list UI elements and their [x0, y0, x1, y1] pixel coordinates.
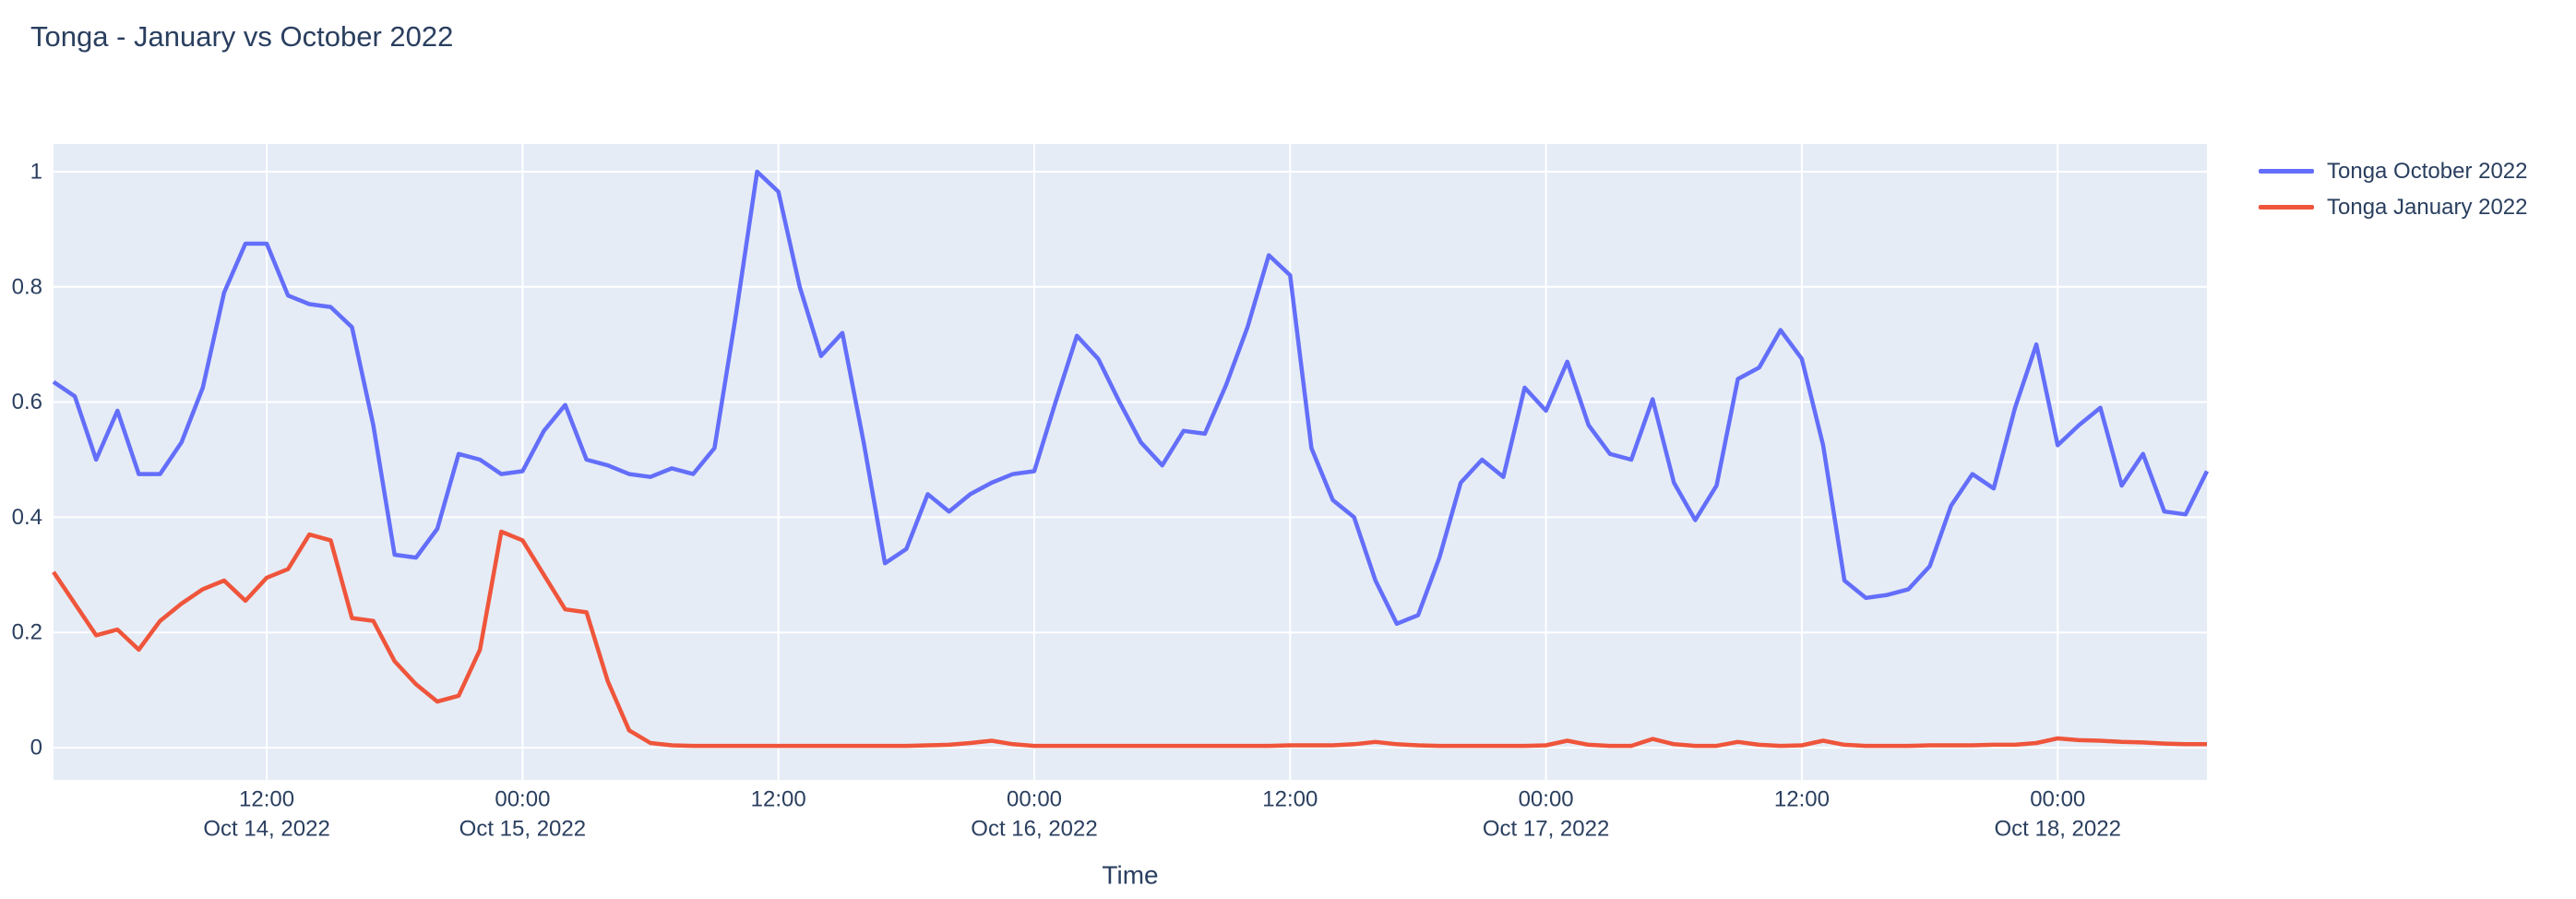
x-tick-time-label: 00:00 — [495, 787, 550, 812]
legend-line-swatch-october-icon — [2259, 169, 2314, 174]
x-tick-date-label: Oct 16, 2022 — [971, 817, 1097, 842]
y-tick-label: 1 — [30, 160, 42, 185]
x-tick-date-label: Oct 15, 2022 — [459, 817, 586, 842]
legend-item-tonga-january-2022[interactable]: Tonga January 2022 — [2259, 189, 2528, 225]
legend-label-october: Tonga October 2022 — [2327, 158, 2528, 184]
x-tick-date-label: Oct 14, 2022 — [203, 817, 329, 842]
x-tick-date-label: Oct 18, 2022 — [1995, 817, 2121, 842]
x-tick-time-label: 12:00 — [1262, 787, 1318, 812]
series-line-tonga-october-2022[interactable] — [52, 169, 2210, 627]
x-tick-time-label: 00:00 — [2030, 787, 2085, 812]
y-tick-label: 0.6 — [12, 390, 42, 414]
legend-item-tonga-october-2022[interactable]: Tonga October 2022 — [2259, 153, 2528, 189]
y-tick-label: 0 — [30, 736, 42, 761]
x-tick-time-label: 12:00 — [1774, 787, 1830, 812]
legend-label-january: Tonga January 2022 — [2327, 194, 2528, 220]
chart-title: Tonga - January vs October 2022 — [30, 20, 454, 53]
y-tick-label: 0.8 — [12, 274, 42, 299]
x-tick-time-label: 00:00 — [1007, 787, 1062, 812]
y-tick-label: 0.2 — [12, 620, 42, 645]
y-tick-label: 0.4 — [12, 505, 42, 530]
legend: Tonga October 2022 Tonga January 2022 — [2259, 153, 2528, 225]
x-axis-title: Time — [1102, 861, 1158, 890]
legend-line-swatch-january-icon — [2259, 205, 2314, 210]
x-tick-time-label: 12:00 — [751, 787, 806, 812]
x-tick-time-label: 12:00 — [239, 787, 294, 812]
x-tick-time-label: 00:00 — [1519, 787, 1574, 812]
plot-area[interactable] — [54, 144, 2207, 780]
x-tick-date-label: Oct 17, 2022 — [1483, 817, 1609, 842]
series-line-tonga-january-2022[interactable] — [52, 529, 2207, 749]
